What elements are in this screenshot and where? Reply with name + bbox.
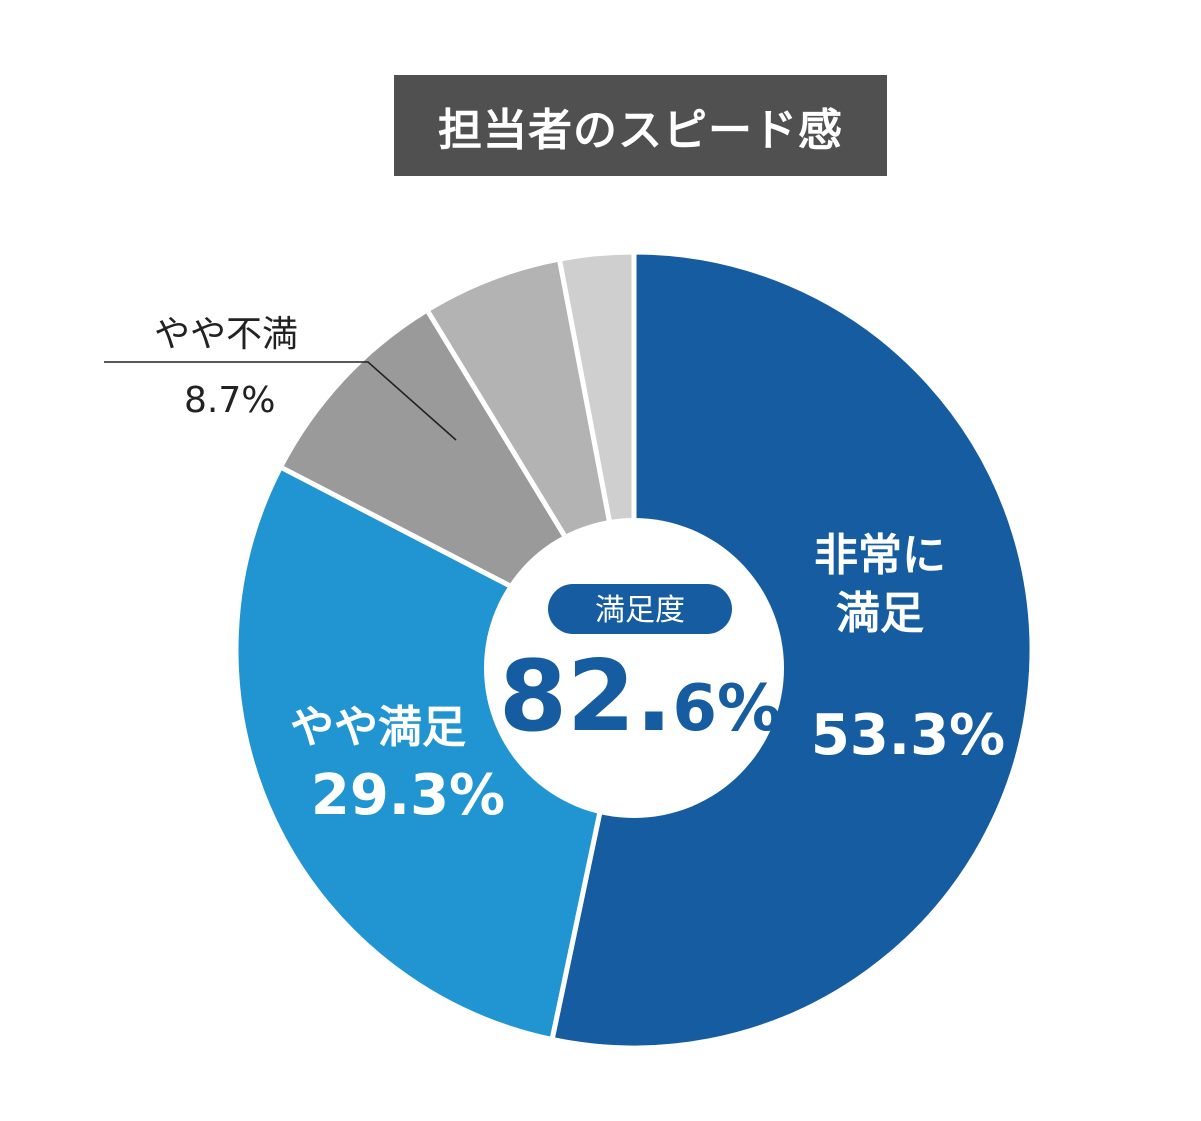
slice-label-1-line-0: やや満足 (290, 702, 466, 753)
pie-slices (233, 249, 1035, 1051)
value-slightly-dissatisfied: 8.7% (184, 380, 276, 421)
center-value-main: 82. (499, 640, 673, 754)
slice-value-0: 53.3% (811, 703, 1005, 768)
slice-label-0-line-1: 満足 (836, 588, 924, 639)
center-badge-label: 満足度 (595, 593, 685, 628)
center-value-decimal: 6% (672, 672, 781, 746)
chart-title: 担当者のスピード感 (438, 104, 843, 156)
slice-value-1: 29.3% (311, 763, 505, 828)
slice-label-0-line-0: 非常に (814, 530, 946, 581)
chart-title-box: 担当者のスピード感 (394, 75, 887, 176)
center-value: 82.6% (499, 640, 781, 754)
pie-slice-0 (549, 249, 1035, 1051)
center-badge (548, 584, 732, 634)
label-slightly-dissatisfied: やや不満 (154, 314, 299, 355)
